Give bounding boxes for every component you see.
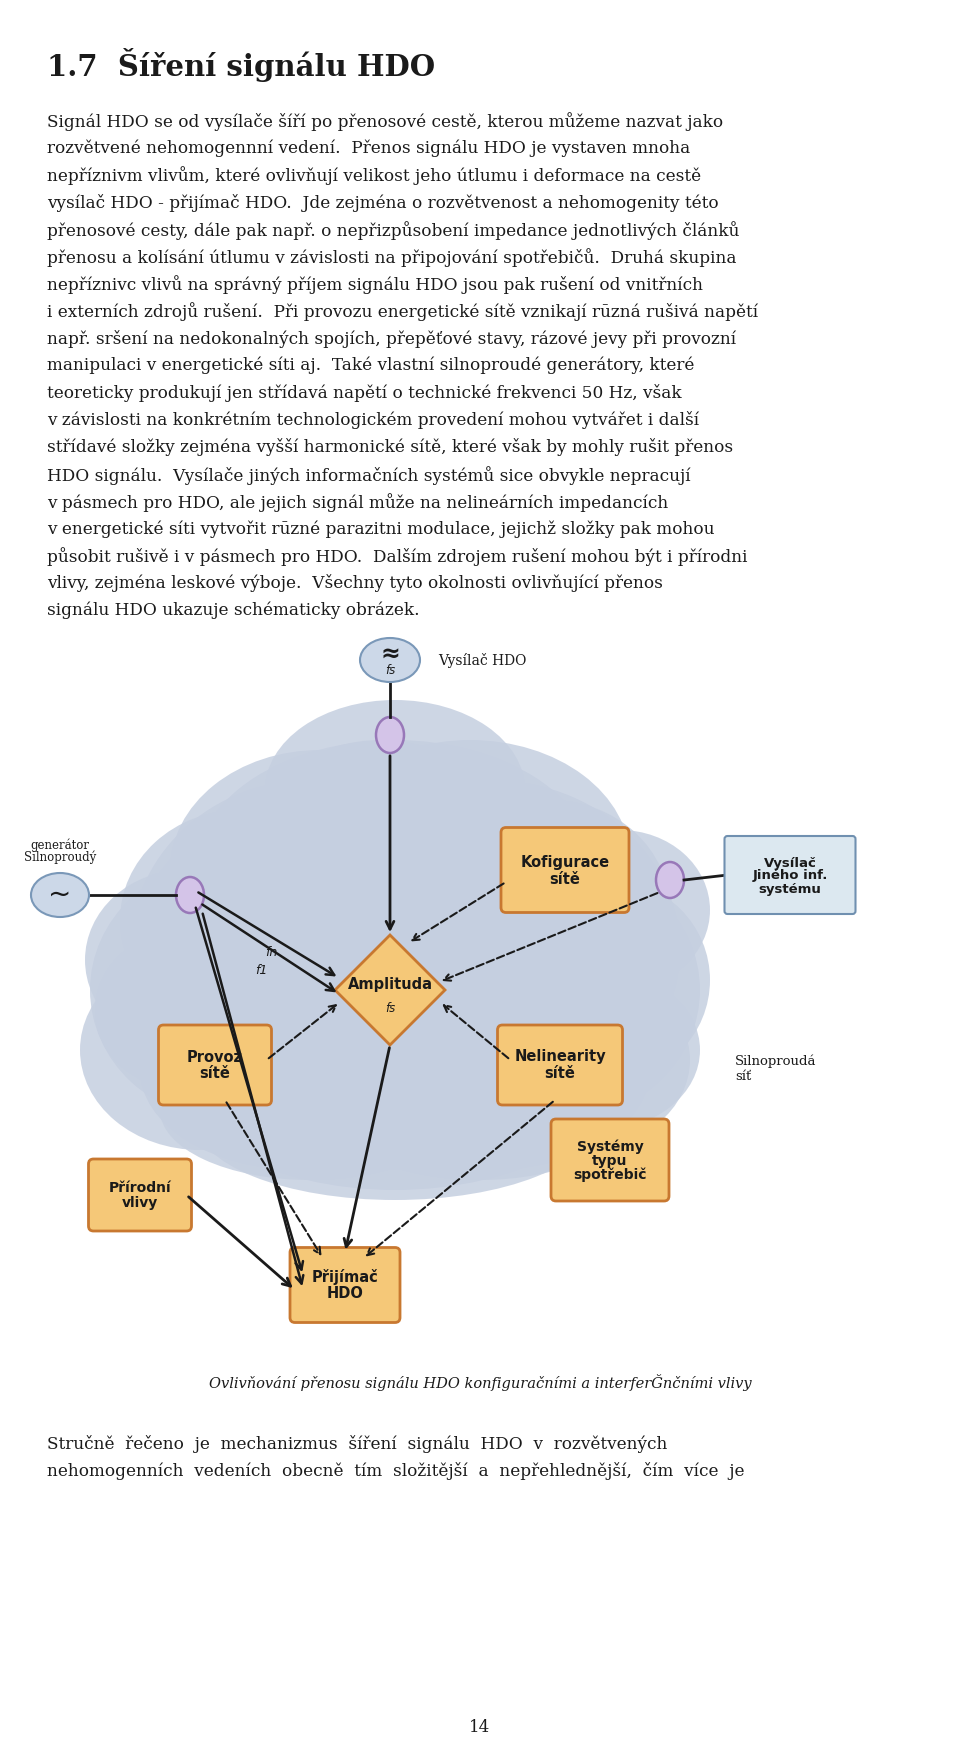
- Ellipse shape: [360, 637, 420, 682]
- Text: sítě: sítě: [200, 1067, 230, 1081]
- Text: v závislosti na konkrétním technologickém provedení mohou vytvářet i další: v závislosti na konkrétním technologické…: [47, 412, 699, 430]
- Ellipse shape: [265, 701, 525, 880]
- Ellipse shape: [31, 873, 89, 917]
- Ellipse shape: [130, 780, 490, 1120]
- Ellipse shape: [430, 799, 670, 1020]
- Text: přenosu a kolísání útlumu v závislosti na připojování spotřebičů.  Druhá skupina: přenosu a kolísání útlumu v závislosti n…: [47, 248, 736, 268]
- Ellipse shape: [195, 740, 595, 1000]
- Text: přenosové cesty, dále pak např. o nepřizpůsobení impedance jednotlivých článků: přenosové cesty, dále pak např. o nepřiz…: [47, 220, 739, 239]
- Text: např. sršení na nedokonalných spojích, přepěťové stavy, rázové jevy při provozní: např. sršení na nedokonalných spojích, p…: [47, 329, 736, 347]
- Ellipse shape: [330, 1041, 630, 1180]
- FancyBboxPatch shape: [501, 828, 629, 912]
- Ellipse shape: [530, 829, 710, 990]
- Text: 1.7  Šíření signálu HDO: 1.7 Šíření signálu HDO: [47, 48, 435, 83]
- Polygon shape: [335, 935, 445, 1044]
- Text: nepříznivm vlivům, které ovlivňují velikost jeho útlumu i deformace na cestě: nepříznivm vlivům, které ovlivňují velik…: [47, 166, 701, 185]
- Ellipse shape: [300, 780, 680, 1120]
- Ellipse shape: [80, 949, 320, 1150]
- Text: síť: síť: [735, 1071, 752, 1083]
- Ellipse shape: [140, 970, 460, 1169]
- Text: systému: systému: [758, 882, 822, 896]
- Text: Silnoproudá: Silnoproudá: [735, 1055, 817, 1067]
- Ellipse shape: [195, 1041, 595, 1199]
- Ellipse shape: [170, 750, 470, 990]
- Text: spotřebič: spotřebič: [573, 1168, 647, 1182]
- Text: typu: typu: [592, 1153, 628, 1168]
- Text: teoreticky produkují jen střídavá napětí o technické frekvenci 50 Hz, však: teoreticky produkují jen střídavá napětí…: [47, 384, 682, 402]
- Text: manipulaci v energetické síti aj.  Také vlastní silnoproudé generátory, které: manipulaci v energetické síti aj. Také v…: [47, 357, 694, 375]
- Ellipse shape: [310, 740, 630, 981]
- Ellipse shape: [95, 930, 275, 1090]
- Text: Nelinearity: Nelinearity: [515, 1050, 606, 1064]
- Text: střídavé složky zejména vyšší harmonické sítě, které však by mohly rušit přenos: střídavé složky zejména vyšší harmonické…: [47, 438, 733, 456]
- FancyBboxPatch shape: [290, 1247, 400, 1323]
- Ellipse shape: [176, 877, 204, 912]
- Text: 14: 14: [469, 1719, 491, 1736]
- Ellipse shape: [125, 770, 665, 1169]
- Text: fs: fs: [385, 1002, 396, 1014]
- Ellipse shape: [656, 861, 684, 898]
- Text: Přijímač: Přijímač: [312, 1270, 378, 1286]
- Text: Vysílač HDO: Vysílač HDO: [438, 653, 526, 667]
- Ellipse shape: [165, 930, 625, 1190]
- Text: nehomogenních  vedeních  obecně  tím  složitější  a  nepřehlednější,  čím  více : nehomogenních vedeních obecně tím složit…: [47, 1462, 745, 1481]
- Text: ~: ~: [48, 880, 72, 909]
- Text: f1: f1: [255, 963, 268, 977]
- Ellipse shape: [420, 859, 700, 1120]
- Text: signálu HDO ukazuje schématicky obrázek.: signálu HDO ukazuje schématicky obrázek.: [47, 602, 420, 620]
- Text: rozvětvené nehomogennní vedení.  Přenos signálu HDO je vystaven mnoha: rozvětvené nehomogennní vedení. Přenos s…: [47, 139, 690, 157]
- Text: Přírodní: Přírodní: [108, 1182, 171, 1196]
- Text: Systémy: Systémy: [577, 1139, 643, 1153]
- Text: sítě: sítě: [549, 872, 581, 886]
- Text: sítě: sítě: [544, 1067, 575, 1081]
- Text: generátor: generátor: [31, 838, 89, 852]
- Ellipse shape: [120, 810, 360, 1030]
- Ellipse shape: [376, 717, 404, 754]
- Text: Silnoproudý: Silnoproudý: [24, 851, 96, 865]
- Text: Jiného inf.: Jiného inf.: [753, 870, 828, 882]
- FancyBboxPatch shape: [497, 1025, 622, 1104]
- Text: vlivy, zejména leskové výboje.  Všechny tyto okolnosti ovlivňující přenos: vlivy, zejména leskové výboje. Všechny t…: [47, 574, 662, 592]
- Text: HDO: HDO: [326, 1286, 364, 1301]
- Text: ≈: ≈: [380, 643, 400, 666]
- Text: Provoz: Provoz: [187, 1050, 243, 1064]
- FancyBboxPatch shape: [158, 1025, 272, 1104]
- Text: Vysílač: Vysílač: [763, 856, 816, 870]
- Text: Amplituda: Amplituda: [348, 977, 433, 991]
- Text: v pásmech pro HDO, ale jejich signál může na nelineárních impedancích: v pásmech pro HDO, ale jejich signál můž…: [47, 493, 668, 512]
- Text: Ovlivňování přenosu signálu HDO konfiguračními a interferĞnčními vlivy: Ovlivňování přenosu signálu HDO konfigur…: [208, 1374, 752, 1391]
- Text: i externích zdrojů rušení.  Při provozu energetické sítě vznikají rūzná rušivá n: i externích zdrojů rušení. Při provozu e…: [47, 303, 758, 321]
- Text: fn: fn: [265, 946, 277, 960]
- Ellipse shape: [85, 870, 285, 1050]
- Ellipse shape: [270, 740, 490, 900]
- Ellipse shape: [510, 880, 710, 1079]
- Text: fs: fs: [385, 664, 396, 678]
- Text: Kofigurace: Kofigurace: [520, 854, 610, 870]
- Text: Stručně  řečeno  je  mechanizmus  šíření  signálu  HDO  v  rozvětvených: Stručně řečeno je mechanizmus šíření sig…: [47, 1435, 667, 1453]
- Ellipse shape: [470, 970, 690, 1150]
- Text: Signál HDO se od vysílače šíří po přenosové cestě, kterou můžeme nazvat jako: Signál HDO se od vysílače šíří po přenos…: [47, 113, 723, 130]
- Text: v energetické síti vytvořit rūzné parazitni modulace, jejichž složky pak mohou: v energetické síti vytvořit rūzné parazi…: [47, 519, 714, 537]
- Text: vysílač HDO - přijímač HDO.  Jde zejména o rozvětvenost a nehomogenity této: vysílač HDO - přijímač HDO. Jde zejména …: [47, 194, 719, 211]
- FancyBboxPatch shape: [88, 1159, 191, 1231]
- Text: nepříznivc vlivů na správný příjem signálu HDO jsou pak rušení od vnitřních: nepříznivc vlivů na správný příjem signá…: [47, 275, 703, 294]
- Ellipse shape: [160, 1041, 460, 1180]
- Ellipse shape: [90, 859, 370, 1120]
- Ellipse shape: [330, 970, 650, 1169]
- FancyBboxPatch shape: [725, 836, 855, 914]
- FancyBboxPatch shape: [551, 1118, 669, 1201]
- Text: HDO signálu.  Vysílače jiných informačních systémů sice obvykle nepracují: HDO signálu. Vysílače jiných informačníc…: [47, 465, 690, 484]
- Text: vlivy: vlivy: [122, 1196, 158, 1210]
- Text: působit rušivě i v pásmech pro HDO.  Dalším zdrojem rušení mohou být i přírodni: působit rušivě i v pásmech pro HDO. Dalš…: [47, 548, 748, 565]
- Ellipse shape: [500, 970, 700, 1131]
